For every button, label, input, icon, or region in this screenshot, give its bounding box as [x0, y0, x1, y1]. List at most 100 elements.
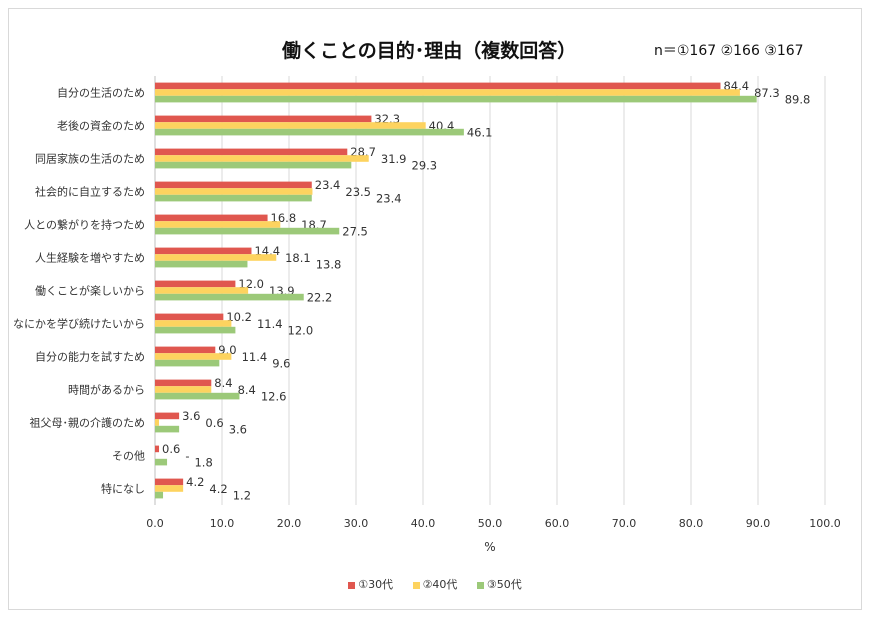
legend-label: ②40代 — [422, 578, 458, 591]
bar-1 — [155, 478, 184, 486]
bar-1 — [155, 115, 372, 123]
data-label: 22.2 — [307, 290, 333, 304]
bar-3 — [155, 458, 168, 466]
data-label: 10.2 — [226, 310, 252, 324]
x-tick-label: 30.0 — [344, 517, 369, 530]
legend: ①30代 ②40代 ③50代 — [0, 576, 870, 592]
bar-3 — [155, 260, 248, 268]
y-category-label: 老後の資金のため — [57, 119, 145, 133]
legend-swatch — [348, 581, 356, 589]
data-label: 23.5 — [345, 185, 371, 199]
bar-2 — [155, 485, 184, 492]
y-category-label: 時間があるから — [68, 383, 145, 397]
x-tick-label: 100.0 — [809, 517, 841, 530]
bar-2 — [155, 122, 426, 129]
bar-2 — [155, 386, 212, 393]
legend-label: ③50代 — [486, 578, 522, 591]
bar-3 — [155, 293, 304, 301]
bar-3 — [155, 392, 240, 400]
bar-3 — [155, 161, 352, 169]
bar-1 — [155, 148, 348, 156]
bar-1 — [155, 379, 212, 387]
data-label: 18.1 — [285, 251, 311, 265]
data-label: 12.6 — [261, 389, 287, 403]
x-tick-label: 60.0 — [545, 517, 570, 530]
x-tick-label: 50.0 — [478, 517, 503, 530]
bar-2 — [155, 419, 160, 426]
bar-3 — [155, 128, 464, 136]
sample-size: n＝①167 ②166 ③167 — [654, 43, 804, 59]
bar-2 — [155, 188, 313, 195]
legend-item: ①30代 — [348, 576, 393, 592]
data-label: - — [185, 449, 189, 463]
legend-item: ②40代 — [412, 576, 458, 592]
x-axis-label: % — [484, 540, 495, 554]
legend-swatch — [412, 581, 420, 589]
y-category-label: なにかを学び続けたいから — [13, 317, 145, 331]
data-label: 12.0 — [288, 323, 314, 337]
y-category-label: 祖父母･親の介護のため — [30, 416, 146, 430]
data-label: 23.4 — [315, 178, 341, 192]
bar-3 — [155, 359, 220, 367]
data-label: 87.3 — [754, 86, 780, 100]
y-category-label: 同居家族の生活のため — [35, 152, 145, 166]
data-label: 4.2 — [209, 482, 227, 496]
bar-2 — [155, 320, 232, 327]
x-tick-label: 40.0 — [411, 517, 436, 530]
chart-frame — [8, 8, 862, 610]
bar-1 — [155, 346, 216, 354]
x-tick-label: 0.0 — [146, 517, 164, 530]
data-label: 4.2 — [186, 475, 204, 489]
data-label: 1.2 — [233, 488, 251, 502]
y-category-label: 人との繋がりを持つため — [24, 218, 145, 232]
data-label: 31.9 — [381, 152, 407, 166]
bar-1 — [155, 247, 252, 255]
chart-title: 働くことの目的･理由（複数回答） — [282, 40, 577, 62]
data-label: 89.8 — [785, 92, 811, 106]
data-label: 0.6 — [162, 442, 180, 456]
data-label: 8.4 — [238, 383, 256, 397]
bar-2 — [155, 221, 281, 228]
legend-label: ①30代 — [358, 578, 394, 591]
data-label: 1.8 — [194, 455, 212, 469]
bar-2 — [155, 353, 232, 360]
y-category-label: 自分の能力を試すため — [35, 350, 145, 364]
bar-1 — [155, 313, 224, 321]
data-label: 23.4 — [376, 191, 402, 205]
bar-1 — [155, 214, 268, 222]
data-label: 11.4 — [242, 350, 268, 364]
bar-2 — [155, 254, 277, 261]
data-label: 29.3 — [412, 158, 438, 172]
bar-3 — [155, 491, 164, 499]
bar-1 — [155, 445, 160, 453]
bar-3 — [155, 326, 236, 334]
x-tick-label: 90.0 — [746, 517, 771, 530]
data-label: 46.1 — [467, 125, 493, 139]
y-category-label: 自分の生活のため — [57, 86, 145, 100]
data-label: 9.6 — [272, 356, 290, 370]
bar-3 — [155, 227, 340, 235]
y-category-label: 働くことが楽しいから — [35, 284, 145, 298]
x-tick-label: 70.0 — [612, 517, 637, 530]
legend-swatch — [476, 581, 484, 589]
y-category-label: 特になし — [101, 482, 145, 496]
bar-3 — [155, 95, 757, 103]
y-category-label: その他 — [112, 450, 145, 463]
bar-2 — [155, 155, 369, 162]
y-category-label: 人生経験を増やすため — [35, 251, 145, 265]
bar-2 — [155, 89, 740, 96]
bar-2 — [155, 287, 249, 294]
bar-3 — [155, 194, 312, 202]
bar-1 — [155, 412, 180, 420]
bar-3 — [155, 425, 180, 433]
x-tick-label: 80.0 — [679, 517, 704, 530]
data-label: 13.8 — [316, 257, 342, 271]
data-label: 27.5 — [342, 224, 368, 238]
bar-1 — [155, 280, 236, 288]
y-category-label: 社会的に自立するため — [35, 185, 145, 199]
data-label: 3.6 — [182, 409, 200, 423]
legend-item: ③50代 — [476, 576, 522, 592]
x-tick-label: 20.0 — [277, 517, 302, 530]
bar-1 — [155, 181, 312, 189]
